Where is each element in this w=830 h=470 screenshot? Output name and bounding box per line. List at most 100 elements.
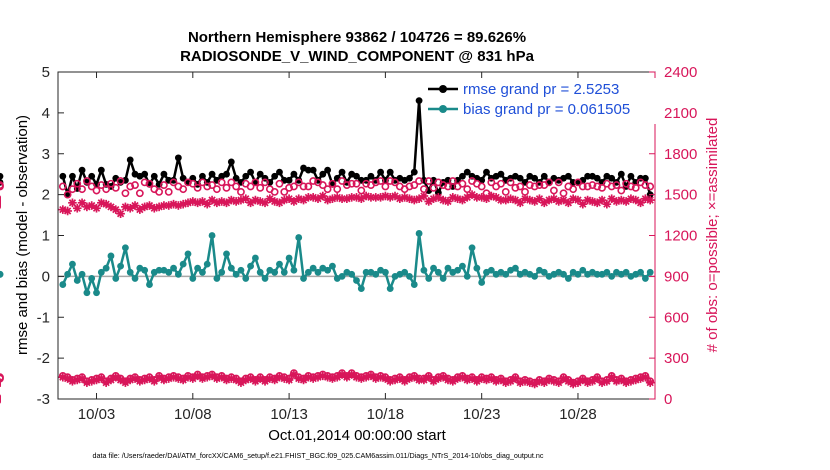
series-5-point	[202, 372, 212, 382]
series-2-point	[429, 183, 438, 192]
asterisk-stroke	[189, 197, 197, 206]
series-2-point	[646, 182, 655, 191]
asterisk-stroke	[121, 203, 130, 211]
series-1-point	[415, 230, 423, 237]
asterisk-stroke	[574, 196, 582, 204]
series-2-point	[164, 187, 173, 196]
asterisk-stroke	[453, 195, 462, 203]
chart-title: Northern Hemisphere 93862 / 104726 = 89.…	[188, 29, 526, 46]
y2-tick-label: 2100	[664, 105, 697, 122]
asterisk-stroke	[583, 196, 592, 204]
series-1-point	[112, 275, 120, 282]
asterisk-stroke	[242, 195, 250, 203]
series-1-point	[242, 275, 250, 282]
series-1-point	[155, 266, 163, 274]
series-0-point	[584, 172, 591, 180]
series-0-point	[174, 154, 182, 162]
series-1-point	[406, 272, 413, 280]
series-1-point	[300, 275, 307, 282]
series-1-point	[208, 232, 216, 239]
series-0-point	[160, 170, 168, 178]
series-1-point	[459, 262, 466, 270]
asterisk-stroke	[88, 201, 96, 210]
asterisk-stroke	[155, 373, 163, 381]
series-3-point	[92, 203, 101, 213]
asterisk-stroke	[497, 376, 505, 384]
series-1-point	[170, 264, 177, 272]
asterisk-stroke	[478, 193, 486, 201]
asterisk-stroke	[511, 374, 520, 383]
asterisk-stroke	[59, 205, 67, 214]
series-0-point	[276, 168, 283, 176]
series-2-point	[179, 185, 188, 194]
series-1-point	[338, 272, 346, 280]
series-1-point	[641, 275, 649, 282]
asterisk-stroke	[256, 197, 264, 206]
series-1-point	[473, 264, 481, 272]
series-2-point	[357, 186, 366, 195]
series-2-point	[535, 181, 544, 189]
asterisk-stroke	[295, 195, 303, 203]
series-0-point	[540, 172, 548, 180]
series-1-point	[174, 270, 182, 278]
asterisk-stroke	[434, 193, 442, 201]
series-1-point	[285, 254, 293, 262]
series-1-point	[117, 262, 124, 270]
series-3-point	[72, 203, 82, 213]
series-0-point	[406, 174, 413, 182]
series-2-point	[126, 182, 135, 191]
series-1-point	[401, 268, 409, 276]
series-1-point	[97, 268, 105, 276]
series-2-point	[140, 178, 149, 187]
asterisk-stroke	[506, 195, 515, 203]
asterisk-stroke	[617, 196, 625, 204]
asterisk-stroke	[63, 374, 72, 383]
series-1-point	[59, 281, 67, 288]
series-1-point	[420, 266, 428, 274]
asterisk-stroke	[304, 373, 312, 381]
asterisk-stroke	[78, 199, 86, 207]
series-1-point	[179, 260, 187, 268]
asterisk-stroke	[569, 195, 577, 203]
x-tick-label: 10/23	[463, 406, 501, 423]
asterisk-stroke	[323, 373, 332, 381]
series-1-point	[73, 277, 81, 284]
series-0-point	[97, 166, 105, 174]
y-tick-label: 0	[42, 268, 50, 285]
asterisk-stroke	[227, 196, 235, 204]
series-3-point	[636, 198, 645, 208]
series-2-point	[458, 179, 467, 188]
asterisk-stroke	[198, 197, 207, 206]
asterisk-stroke	[295, 374, 303, 383]
asterisk-stroke	[319, 372, 327, 380]
series-2-point	[501, 187, 510, 196]
series-2-point	[107, 179, 115, 188]
asterisk-stroke	[381, 192, 390, 200]
series-1-point	[199, 268, 206, 276]
series-2-point	[371, 178, 380, 187]
series-1-point	[386, 285, 394, 293]
series-0-point	[232, 174, 240, 182]
series-1-point	[131, 275, 139, 282]
series-2-point	[607, 182, 616, 191]
series-1-point	[622, 268, 630, 276]
series-1-point	[141, 266, 149, 274]
series-1-point	[487, 266, 495, 274]
legend-box	[424, 78, 656, 124]
series-2-point	[578, 182, 587, 191]
y-tick-label: 1	[42, 228, 50, 245]
series-3-point	[289, 197, 299, 206]
series-1-point	[213, 275, 221, 282]
series-0-point	[483, 168, 490, 176]
series-1-point	[531, 272, 539, 280]
series-2-point	[410, 181, 419, 189]
asterisk-stroke	[352, 373, 361, 381]
series-1-point	[468, 244, 476, 252]
asterisk-stroke	[559, 196, 568, 204]
series-2-point	[352, 179, 361, 188]
asterisk-stroke	[521, 377, 529, 385]
y-tick-label: 5	[42, 64, 50, 81]
asterisk-stroke	[251, 196, 260, 204]
series-2-point	[87, 182, 96, 191]
series-2-point	[184, 178, 192, 187]
